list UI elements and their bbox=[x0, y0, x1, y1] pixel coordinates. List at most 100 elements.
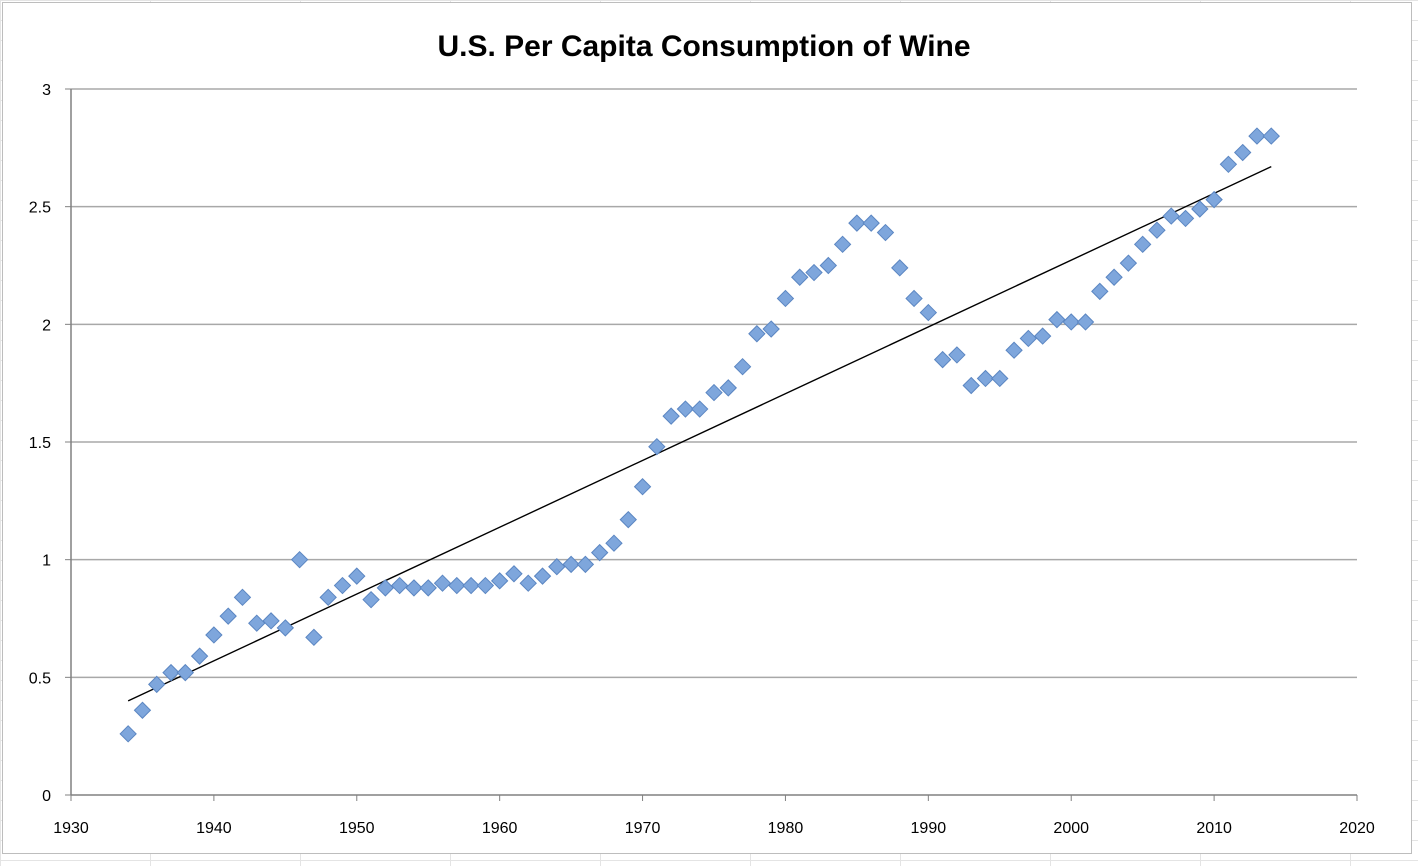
data-point bbox=[533, 567, 552, 585]
data-point bbox=[662, 407, 680, 425]
data-point bbox=[205, 626, 223, 644]
data-point bbox=[1091, 282, 1109, 301]
data-point bbox=[1205, 190, 1223, 209]
x-tick-label: 1970 bbox=[625, 820, 661, 837]
data-point bbox=[505, 565, 523, 583]
data-point bbox=[190, 647, 209, 665]
data-point bbox=[576, 555, 595, 574]
data-point bbox=[762, 320, 780, 338]
data-point bbox=[905, 289, 923, 308]
data-point bbox=[1076, 313, 1095, 331]
data-point bbox=[791, 268, 809, 286]
trendline-layer bbox=[127, 166, 1272, 702]
data-point bbox=[1191, 200, 1209, 218]
data-point bbox=[562, 555, 580, 574]
data-point bbox=[619, 510, 637, 529]
data-point bbox=[419, 579, 437, 597]
x-tick-label: 1930 bbox=[53, 820, 89, 837]
data-point bbox=[290, 550, 309, 569]
data-point bbox=[219, 607, 237, 625]
x-tick-label: 2000 bbox=[1053, 820, 1089, 837]
data-point bbox=[962, 376, 980, 395]
data-point bbox=[1062, 313, 1080, 331]
data-point bbox=[1133, 235, 1152, 254]
y-axis-tick-labels: 0 0.5 1 1.5 2 2.5 3 bbox=[29, 82, 51, 805]
data-point bbox=[448, 576, 466, 595]
data-point bbox=[719, 379, 737, 397]
data-point bbox=[948, 346, 966, 364]
data-point bbox=[262, 612, 280, 630]
y-tick-label: 0.5 bbox=[29, 670, 51, 687]
data-point bbox=[676, 400, 695, 418]
data-point bbox=[876, 223, 895, 242]
data-point bbox=[1262, 127, 1280, 145]
y-tick-label: 2 bbox=[42, 317, 51, 334]
data-point bbox=[819, 256, 838, 275]
data-point bbox=[319, 588, 337, 607]
data-point bbox=[733, 357, 752, 376]
data-point bbox=[862, 214, 880, 232]
data-point bbox=[433, 574, 452, 592]
data-point bbox=[648, 437, 666, 456]
data-point bbox=[1048, 310, 1066, 329]
data-point bbox=[233, 588, 252, 607]
data-point bbox=[705, 383, 723, 402]
data-point bbox=[1033, 327, 1052, 345]
x-tick-label: 1950 bbox=[339, 820, 375, 837]
data-point bbox=[1105, 268, 1123, 286]
data-point bbox=[133, 701, 152, 719]
data-point bbox=[248, 614, 266, 632]
data-point bbox=[276, 619, 295, 637]
data-point bbox=[548, 558, 566, 576]
data-point bbox=[919, 303, 938, 322]
data-point bbox=[1019, 329, 1038, 348]
data-point bbox=[462, 576, 480, 595]
data-point bbox=[633, 478, 652, 496]
y-tick-label: 2.5 bbox=[29, 200, 51, 217]
x-tick-label: 2010 bbox=[1196, 820, 1232, 837]
data-point bbox=[405, 579, 423, 597]
data-point bbox=[490, 572, 509, 590]
data-point bbox=[748, 325, 766, 343]
data-point bbox=[805, 263, 823, 282]
data-point bbox=[1248, 127, 1266, 145]
data-point bbox=[1162, 207, 1180, 225]
data-point bbox=[605, 534, 623, 552]
x-tick-label: 1960 bbox=[482, 820, 518, 837]
data-point bbox=[1176, 209, 1195, 228]
data-point bbox=[848, 214, 866, 232]
y-tick-label: 3 bbox=[42, 82, 51, 99]
data-point bbox=[833, 235, 852, 254]
data-point bbox=[362, 590, 380, 609]
data-point bbox=[691, 400, 709, 418]
data-point bbox=[590, 543, 609, 562]
x-tick-label: 1990 bbox=[911, 820, 947, 837]
data-point bbox=[1219, 155, 1238, 174]
data-point bbox=[476, 576, 495, 595]
data-point bbox=[176, 663, 195, 682]
chart-title: U.S. Per Capita Consumption of Wine bbox=[437, 30, 970, 63]
data-point bbox=[1148, 221, 1166, 239]
data-point bbox=[162, 663, 180, 682]
y-tick-label: 1.5 bbox=[29, 435, 51, 452]
data-point bbox=[1233, 143, 1252, 162]
data-points bbox=[119, 127, 1280, 743]
data-point bbox=[891, 259, 909, 277]
data-point bbox=[390, 576, 409, 595]
data-point bbox=[976, 369, 995, 388]
data-point bbox=[1119, 254, 1138, 272]
chart-frame[interactable] bbox=[2, 2, 1412, 854]
x-tick-label: 1940 bbox=[196, 820, 232, 837]
gridlines bbox=[71, 88, 1357, 679]
data-point bbox=[991, 369, 1009, 388]
data-point bbox=[348, 567, 366, 585]
data-point bbox=[519, 574, 537, 592]
trendline bbox=[127, 166, 1272, 702]
data-point bbox=[933, 350, 952, 369]
data-point bbox=[333, 576, 352, 595]
x-axis-tick-labels: 1930 1940 1950 1960 1970 1980 1990 2000 2010 2020 bbox=[53, 820, 1375, 837]
axes bbox=[65, 88, 1358, 801]
data-point bbox=[776, 289, 795, 308]
x-tick-label: 2020 bbox=[1339, 820, 1375, 837]
